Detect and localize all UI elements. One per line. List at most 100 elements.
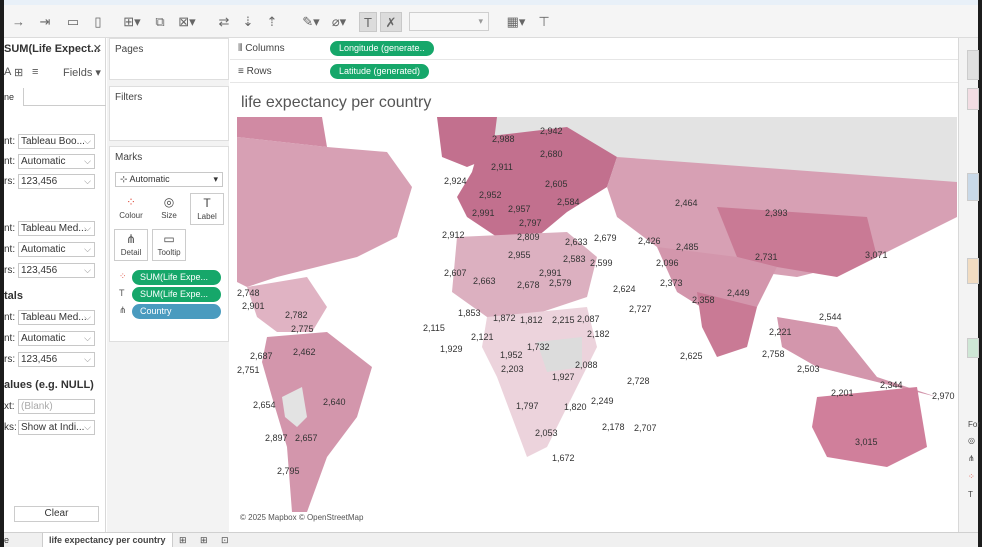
add-datasource-icon[interactable]: ▯	[94, 14, 102, 29]
label-button[interactable]: T Label	[190, 193, 224, 225]
country-label: 2,991	[472, 208, 495, 218]
mark-type-select[interactable]: ⊹ Automatic ▾	[115, 172, 223, 187]
show-cards-icon[interactable]: ▦▾	[506, 14, 526, 29]
middle-asia[interactable]	[657, 247, 777, 317]
format-row: nt: Automatic ⌵	[4, 242, 104, 258]
country-label: 2,583	[563, 254, 586, 264]
show-labels-icon[interactable]: T	[359, 12, 377, 32]
new-sheet-icon[interactable]: ⊞	[179, 535, 187, 545]
country-label: 2,579	[549, 278, 572, 288]
europe[interactable]	[457, 127, 617, 237]
format-pane-header: SUM(Life Expect... ✕	[4, 38, 106, 60]
font-select[interactable]: Tableau Boo... ⌵	[18, 134, 95, 149]
country-label: 2,358	[692, 295, 715, 305]
north-america[interactable]	[237, 137, 412, 287]
australia[interactable]	[812, 387, 927, 467]
map-svg[interactable]: © 2025 Mapbox © OpenStreetMap 2,988 2,942…	[237, 117, 958, 525]
save-icon[interactable]: ▭	[66, 14, 80, 29]
clear-button[interactable]: Clear	[14, 506, 99, 522]
label-icon: T	[119, 288, 125, 298]
format-row: ks: Show at Indi... ⌵	[4, 420, 104, 436]
chevron-down-icon: ⌵	[84, 354, 91, 364]
southeast-asia[interactable]	[777, 317, 937, 397]
numbers-select[interactable]: 123,456 ⌵	[18, 263, 95, 278]
size-button[interactable]: ◎ Size	[152, 193, 186, 225]
mark-type-value: Automatic	[129, 174, 170, 184]
close-icon[interactable]: ✕	[92, 43, 102, 55]
south-america[interactable]	[262, 332, 372, 512]
numbers-select[interactable]: 123,456 ⌵	[18, 174, 95, 189]
tab-pane[interactable]: ne	[4, 88, 24, 106]
sort-asc-icon[interactable]: ⇣	[242, 14, 254, 29]
longitude-pill[interactable]: Longitude (generate..	[330, 41, 434, 56]
replay-icon[interactable]: ⇥	[39, 14, 51, 29]
panel-thumbnail[interactable]	[967, 173, 979, 201]
colour-pill[interactable]: SUM(Life Expe...	[132, 270, 221, 285]
group-icon[interactable]: ⌀▾	[331, 14, 347, 29]
font-icon[interactable]: A	[4, 66, 12, 78]
null-marks-select[interactable]: Show at Indi... ⌵	[18, 420, 95, 435]
clear-sheet-icon[interactable]: ⊠▾	[178, 14, 196, 29]
alignment-select[interactable]: Automatic ⌵	[18, 331, 95, 346]
swap-icon[interactable]: ⇄	[218, 14, 230, 29]
new-worksheet-icon[interactable]: ⊞▾	[123, 14, 141, 29]
india[interactable]	[697, 292, 757, 357]
grid-icon[interactable]: ⊞	[14, 67, 24, 79]
presentation-icon[interactable]: ⊤	[538, 14, 550, 29]
new-dashboard-icon[interactable]: ⊞	[200, 535, 208, 545]
fit-select[interactable]: ▾	[409, 12, 489, 31]
select-value: Tableau Med...	[21, 223, 87, 234]
filters-card[interactable]: Filters	[109, 86, 229, 141]
country-label: 2,088	[575, 360, 598, 370]
font-select[interactable]: Tableau Med... ⌵	[18, 310, 95, 325]
central-america[interactable]	[247, 277, 327, 332]
chevron-down-icon: ▾	[213, 174, 218, 184]
format-row: nt: Tableau Med... ⌵	[4, 221, 104, 237]
fields-dropdown[interactable]: Fields ▾	[63, 67, 101, 79]
chevron-down-icon: ⌵	[84, 265, 91, 275]
fix-axes-icon[interactable]: ✗	[380, 12, 402, 32]
font-select[interactable]: Tableau Med... ⌵	[18, 221, 95, 236]
alignment-select[interactable]: Automatic ⌵	[18, 154, 95, 169]
sort-desc-icon[interactable]: ⇡	[266, 14, 278, 29]
columns-shelf[interactable]: ⦀ Columns Longitude (generate..	[230, 38, 958, 60]
country-label: 2,115	[423, 323, 445, 333]
country-pill[interactable]: Country	[132, 304, 221, 319]
pages-card[interactable]: Pages	[109, 38, 229, 80]
panel-text: For	[968, 420, 980, 429]
detail-button[interactable]: ⋔ Detail	[114, 229, 148, 261]
highlight-icon[interactable]: ✎▾	[302, 14, 320, 29]
filled-map[interactable]: © 2025 Mapbox © OpenStreetMap 2,988 2,942…	[237, 117, 958, 525]
null-text-input[interactable]: (Blank)	[18, 399, 95, 414]
detail-icon: ⋔	[125, 232, 137, 246]
rows-shelf[interactable]: ≡ Rows Latitude (generated)	[230, 61, 958, 83]
latitude-pill[interactable]: Latitude (generated)	[330, 64, 430, 79]
panel-thumbnail[interactable]	[967, 258, 979, 284]
panel-thumbnail[interactable]	[967, 338, 979, 358]
alignment-select[interactable]: Automatic ⌵	[18, 242, 95, 257]
country-label: 2,503	[797, 364, 820, 374]
tab-life-expectancy[interactable]: life expectancy per country	[42, 533, 173, 547]
panel-thumbnail[interactable]	[967, 88, 979, 110]
lines-icon[interactable]: ≡	[32, 66, 39, 78]
tooltip-button[interactable]: ▭ Tooltip	[152, 229, 186, 261]
new-story-icon[interactable]: ⊡	[221, 535, 229, 545]
numbers-select[interactable]: 123,456 ⌵	[18, 352, 95, 367]
colour-button[interactable]: ⁘ Colour	[114, 193, 148, 225]
country-label: 2,249	[591, 396, 614, 406]
country-label: 2,624	[613, 284, 636, 294]
duplicate-icon[interactable]: ⧉	[155, 14, 165, 29]
country-label: 2,121	[471, 332, 494, 342]
select-value: Automatic	[21, 244, 66, 255]
panel-thumbnail[interactable]	[967, 50, 979, 80]
redo-icon[interactable]: →	[12, 14, 25, 29]
rows-shelf-label: ≡ Rows	[238, 66, 272, 77]
label-pill[interactable]: SUM(Life Expe...	[132, 287, 221, 302]
tab-previous[interactable]: e	[4, 535, 10, 545]
select-value: Automatic	[21, 156, 66, 167]
china[interactable]	[717, 207, 877, 277]
detail-label: Detail	[120, 248, 142, 257]
north-africa[interactable]	[452, 232, 597, 317]
alaska-canada[interactable]	[237, 117, 327, 147]
